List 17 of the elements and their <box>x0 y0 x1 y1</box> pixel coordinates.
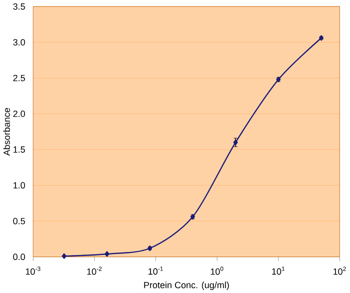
x-tick-label: 10$^{0}$ <box>210 266 224 275</box>
y-axis-title: Absorbance <box>3 108 10 156</box>
y-tick-label: 2.5 <box>13 74 25 82</box>
y-tick-label: 0.5 <box>13 218 25 224</box>
x-axis-title: Protein Conc. (ug/ml) <box>144 281 229 290</box>
y-tick-label: 0.0 <box>13 253 26 260</box>
y-tick-label: 1.0 <box>14 182 26 188</box>
x-tick-label: 10$^{-2}$ <box>87 266 102 275</box>
y-tick-label: 3.5 <box>13 3 25 10</box>
x-tick-label: 10$^{-1}$ <box>148 266 163 275</box>
y-tick-label: 2.0 <box>13 110 26 117</box>
y-tick-label: 3.0 <box>13 38 26 46</box>
x-tick-label: 10$^{-3}$ <box>26 266 40 275</box>
x-tick-label: 10$^{2}$ <box>333 266 346 275</box>
point <box>62 253 66 259</box>
y-tick-label: 1.5 <box>14 146 25 153</box>
x-tick-label: 10$^{1}$ <box>272 266 285 275</box>
